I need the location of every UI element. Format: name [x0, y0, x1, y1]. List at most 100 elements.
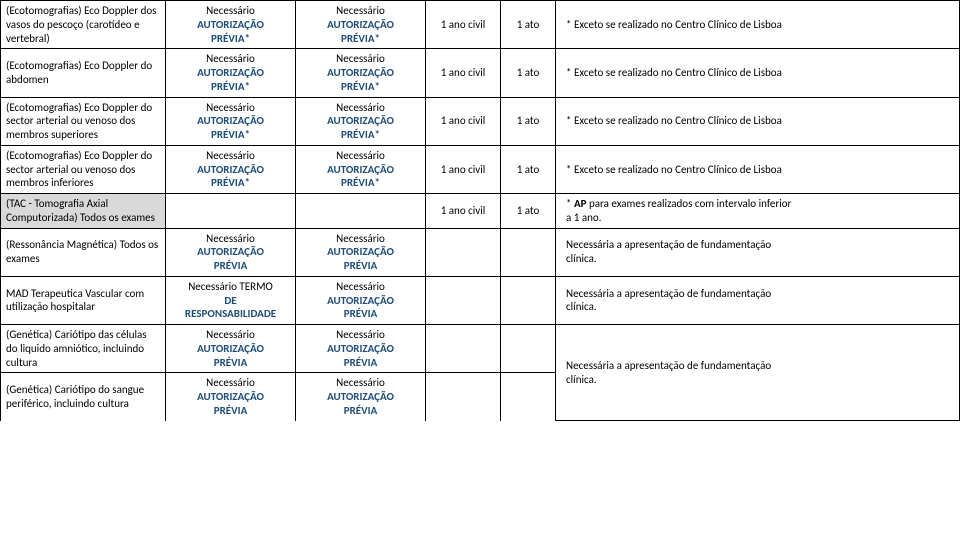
qty-cell-empty — [501, 373, 556, 421]
desc-cell: (Ecotomografias) Eco Doppler do sector a… — [1, 145, 166, 193]
previa-label: PRÉVIA* — [211, 32, 250, 45]
desc-cell: (Genética) Cariótipo do sangue periféric… — [1, 373, 166, 421]
necessario-label: Necessário — [206, 376, 255, 389]
obs-cell: * Exceto se realizado no Centro Clínico … — [556, 97, 960, 145]
table-row: MAD Terapeutica Vascular com utilização … — [1, 276, 960, 324]
auth-cell: Necessário AUTORIZAÇÃO PRÉVIA* — [296, 1, 426, 49]
previa-label: PRÉVIA* — [341, 128, 380, 141]
necessario-label: Necessário — [336, 376, 385, 389]
obs-line: clínica. — [566, 252, 597, 265]
previa-label: PRÉVIA — [214, 259, 248, 272]
necessario-label: Necessário — [206, 232, 255, 245]
desc-cell: (Ressonância Magnética) Todos os exames — [1, 228, 166, 276]
auth-cell: Necessário AUTORIZAÇÃO PRÉVIA* — [296, 145, 426, 193]
obs-line: * AP para exames realizados com interval… — [566, 197, 791, 210]
period-cell: 1 ano civil — [426, 1, 501, 49]
auth-label: AUTORIZAÇÃO — [327, 390, 394, 403]
auth-label: AUTORIZAÇÃO — [197, 18, 264, 31]
auth-label: AUTORIZAÇÃO — [327, 163, 394, 176]
table-row: (Ecotomografias) Eco Doppler dos vasos d… — [1, 1, 960, 49]
auth-label: AUTORIZAÇÃO — [197, 245, 264, 258]
obs-line: Necessária a apresentação de fundamentaç… — [566, 238, 771, 251]
qty-cell-empty — [501, 325, 556, 373]
qty-cell: 1 ato — [501, 97, 556, 145]
auth-cell: Necessário AUTORIZAÇÃO PRÉVIA — [296, 228, 426, 276]
table-row: (Ecotomografias) Eco Doppler do abdomen … — [1, 49, 960, 97]
desc-cell: (Ecotomografias) Eco Doppler dos vasos d… — [1, 1, 166, 49]
auth-cell: Necessário AUTORIZAÇÃO PRÉVIA — [166, 373, 296, 421]
previa-label: PRÉVIA — [214, 356, 248, 369]
auth-cell: Necessário AUTORIZAÇÃO PRÉVIA* — [296, 49, 426, 97]
table-row: (Ecotomografias) Eco Doppler do sector a… — [1, 97, 960, 145]
obs-line: Necessária a apresentação de fundamentaç… — [566, 287, 771, 300]
period-cell: 1 ano civil — [426, 97, 501, 145]
obs-cell: * Exceto se realizado no Centro Clínico … — [556, 1, 960, 49]
obs-cell: Necessária a apresentação de fundamentaç… — [556, 276, 960, 324]
auth-cell: Necessário AUTORIZAÇÃO PRÉVIA* — [166, 145, 296, 193]
auth-cell: Necessário AUTORIZAÇÃO PRÉVIA* — [166, 97, 296, 145]
previa-label: PRÉVIA — [344, 307, 378, 320]
necessario-label: Necessário — [336, 280, 385, 293]
ap-bold: AP — [574, 197, 587, 210]
previa-label: PRÉVIA* — [341, 80, 380, 93]
auth-label: AUTORIZAÇÃO — [197, 390, 264, 403]
desc-cell: (TAC - Tomografia Axial Computorizada) T… — [1, 194, 166, 229]
desc-cell: MAD Terapeutica Vascular com utilização … — [1, 276, 166, 324]
auth-cell: Necessário AUTORIZAÇÃO PRÉVIA — [296, 325, 426, 373]
obs-line: clínica. — [566, 373, 597, 386]
period-cell-empty — [426, 228, 501, 276]
qty-cell-empty — [501, 228, 556, 276]
auth-cell: Necessário AUTORIZAÇÃO PRÉVIA* — [296, 97, 426, 145]
period-cell-empty — [426, 325, 501, 373]
obs-cell: * AP para exames realizados com interval… — [556, 194, 960, 229]
table-row: (Ecotomografias) Eco Doppler do sector a… — [1, 145, 960, 193]
qty-cell: 1 ato — [501, 145, 556, 193]
previa-label: PRÉVIA — [344, 259, 378, 272]
auth-label: AUTORIZAÇÃO — [197, 342, 264, 355]
auth-cell-empty — [166, 194, 296, 229]
necessario-label: Necessário — [206, 101, 255, 114]
procedures-table: (Ecotomografias) Eco Doppler dos vasos d… — [0, 0, 960, 421]
qty-cell: 1 ato — [501, 1, 556, 49]
period-cell: 1 ano civil — [426, 49, 501, 97]
necessario-label: Necessário — [336, 4, 385, 17]
previa-label: PRÉVIA — [214, 404, 248, 417]
termo-label: Necessário TERMO — [188, 280, 273, 293]
previa-label: PRÉVIA* — [341, 176, 380, 189]
auth-label: AUTORIZAÇÃO — [327, 66, 394, 79]
necessario-label: Necessário — [336, 101, 385, 114]
obs-cell: Necessária a apresentação de fundamentaç… — [556, 228, 960, 276]
auth-cell: Necessário AUTORIZAÇÃO PRÉVIA* — [166, 1, 296, 49]
period-cell-empty — [426, 373, 501, 421]
previa-label: PRÉVIA* — [341, 32, 380, 45]
obs-line: Necessária a apresentação de fundamentaç… — [566, 359, 771, 372]
previa-label: PRÉVIA — [344, 356, 378, 369]
qty-cell: 1 ato — [501, 194, 556, 229]
obs-text: para exames realizados com intervalo inf… — [589, 197, 791, 210]
previa-label: PRÉVIA* — [211, 80, 250, 93]
period-cell-empty — [426, 276, 501, 324]
previa-label: PRÉVIA* — [211, 176, 250, 189]
auth-label: AUTORIZAÇÃO — [327, 114, 394, 127]
necessario-label: Necessário — [336, 232, 385, 245]
necessario-label: Necessário — [336, 52, 385, 65]
table-row: (TAC - Tomografia Axial Computorizada) T… — [1, 194, 960, 229]
necessario-label: Necessário — [206, 52, 255, 65]
obs-cell: * Exceto se realizado no Centro Clínico … — [556, 145, 960, 193]
desc-cell: (Ecotomografias) Eco Doppler do abdomen — [1, 49, 166, 97]
obs-cell: * Exceto se realizado no Centro Clínico … — [556, 49, 960, 97]
necessario-label: Necessário — [206, 4, 255, 17]
de-label: DE — [224, 294, 236, 307]
previa-label: PRÉVIA — [344, 404, 378, 417]
auth-cell-empty — [296, 194, 426, 229]
auth-cell: Necessário TERMO DE RESPONSABILIDADE — [166, 276, 296, 324]
necessario-label: Necessário — [336, 149, 385, 162]
obs-line: clínica. — [566, 300, 597, 313]
qty-cell: 1 ato — [501, 49, 556, 97]
desc-cell: (Ecotomografias) Eco Doppler do sector a… — [1, 97, 166, 145]
qty-cell-empty — [501, 276, 556, 324]
desc-cell: (Genética) Cariótipo das células do liqu… — [1, 325, 166, 373]
auth-label: AUTORIZAÇÃO — [197, 66, 264, 79]
period-cell: 1 ano civil — [426, 194, 501, 229]
auth-cell: Necessário AUTORIZAÇÃO PRÉVIA* — [166, 49, 296, 97]
